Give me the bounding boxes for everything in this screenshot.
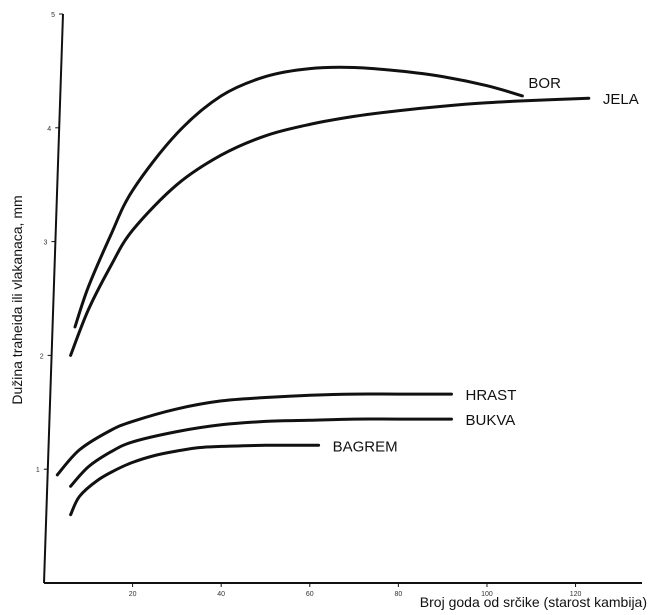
- axis-ticks: 20 40 60 80 100 120 1 2 3 4 5: [36, 12, 582, 598]
- series-line-jela: [69, 96, 591, 357]
- series-line-hrast: [55, 392, 453, 477]
- x-tick-label: 100: [481, 591, 493, 598]
- y-tick-label: 5: [51, 12, 55, 19]
- y-axis-line: [43, 13, 64, 584]
- series-labels: BOR JELA HRAST BUKVA BAGREM: [333, 75, 639, 455]
- series-line-bagrem: [69, 443, 321, 517]
- y-tick-label: 2: [40, 353, 44, 360]
- x-axis-title: Broj goda od srčike (starost kambija): [420, 594, 647, 610]
- y-tick-label: 1: [36, 467, 40, 474]
- x-tick-label: 80: [394, 591, 402, 598]
- y-axis-title: Dužina traheida ili vlakanaca, mm: [9, 195, 25, 404]
- series-line-bor: [73, 65, 524, 329]
- series-label-bagrem: BAGREM: [333, 438, 398, 455]
- series-label-jela: JELA: [603, 91, 639, 108]
- series-label-bukva: BUKVA: [466, 412, 516, 429]
- x-tick-label: 120: [570, 591, 582, 598]
- x-tick-label: 40: [217, 591, 225, 598]
- x-tick-label: 60: [306, 591, 314, 598]
- y-tick-label: 4: [47, 126, 51, 133]
- series-line-bukva: [69, 417, 453, 488]
- y-tick-label: 3: [43, 240, 47, 247]
- series-label-bor: BOR: [528, 75, 561, 92]
- x-tick-label: 20: [129, 591, 137, 598]
- series-lines: [55, 65, 591, 517]
- series-label-hrast: HRAST: [466, 387, 517, 404]
